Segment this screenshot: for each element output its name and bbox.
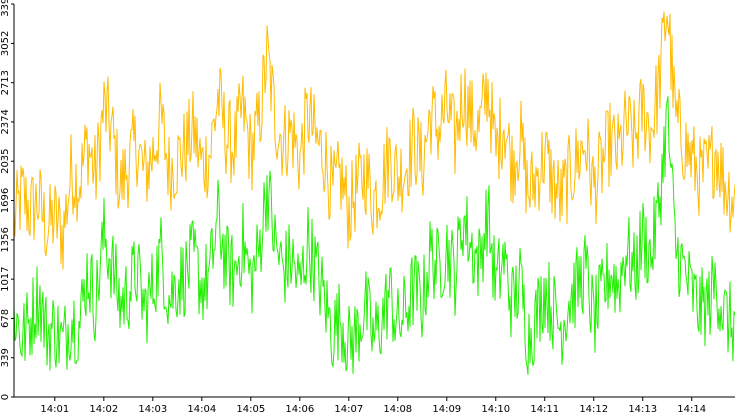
y-tick-label: 1017 — [0, 266, 11, 291]
series-line-2 — [13, 96, 735, 375]
y-tick-label: 3392 — [0, 0, 11, 17]
y-tick-label: 1696 — [0, 188, 11, 213]
x-tick-label: 14:08 — [383, 404, 412, 415]
x-tick-label: 14:14 — [677, 404, 706, 415]
x-tick-label: 14:09 — [432, 404, 461, 415]
x-tick-label: 14:11 — [530, 404, 559, 415]
y-tick-label: 2713 — [0, 70, 11, 95]
series-line-1 — [13, 11, 735, 270]
y-tick-label: 678 — [0, 309, 11, 328]
y-tick-label: 339 — [0, 348, 11, 367]
x-tick-label: 14:12 — [579, 404, 608, 415]
x-tick-label: 14:13 — [628, 404, 657, 415]
x-tick-label: 14:06 — [285, 404, 314, 415]
y-tick-label: 2035 — [0, 148, 11, 173]
series-layer — [13, 11, 735, 375]
y-tick-label: 3052 — [0, 31, 11, 56]
x-tick-label: 14:10 — [481, 404, 510, 415]
y-tick-label: 2374 — [0, 109, 11, 134]
x-tick-label: 14:03 — [138, 404, 167, 415]
y-tick-label: 1356 — [0, 227, 11, 252]
x-tick-label: 14:02 — [89, 404, 118, 415]
x-tick-label: 14:04 — [187, 404, 216, 415]
x-tick-label: 14:07 — [334, 404, 363, 415]
x-tick-label: 14:01 — [40, 404, 69, 415]
y-tick-label: 0 — [0, 394, 11, 400]
x-tick-label: 14:05 — [236, 404, 265, 415]
